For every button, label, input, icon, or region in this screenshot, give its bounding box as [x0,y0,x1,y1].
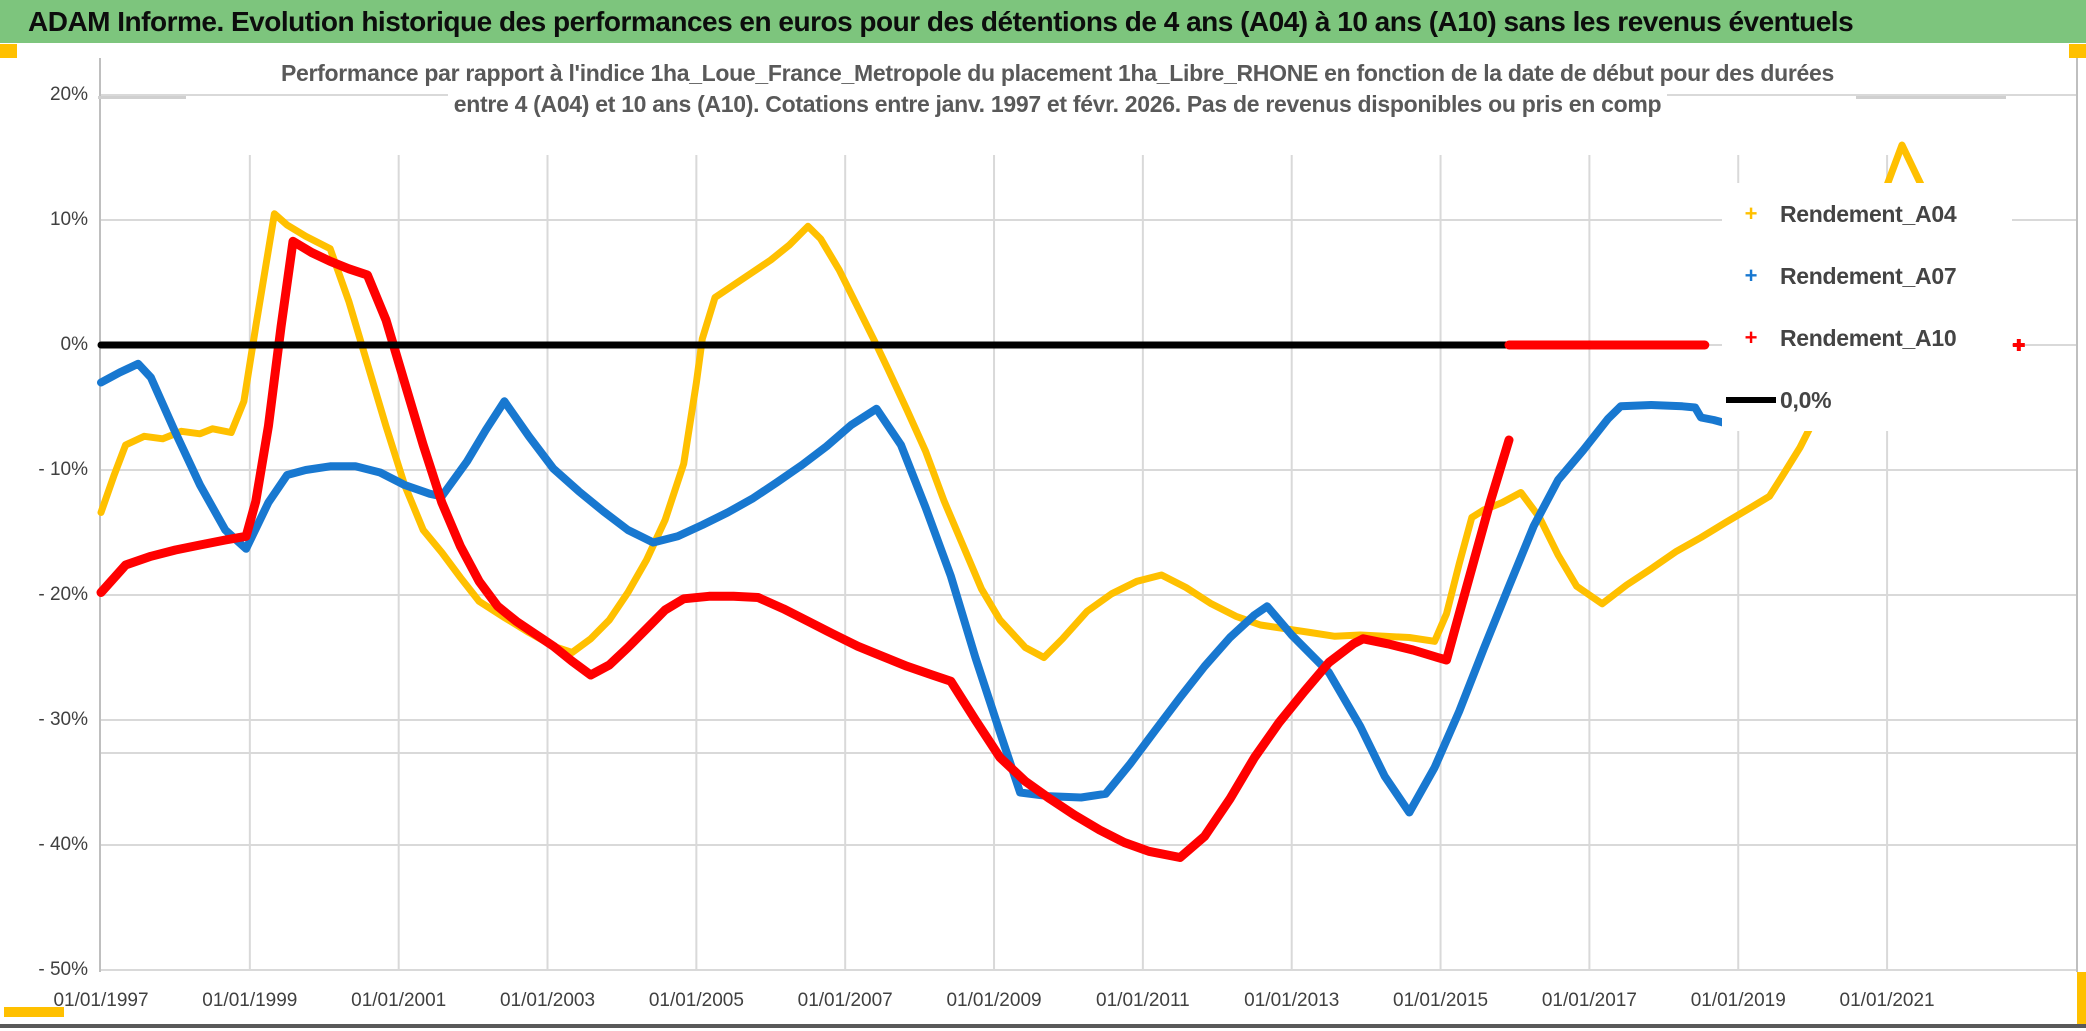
y-tick-label: - 30% [38,709,88,730]
title-bar: ADAM Informe. Evolution historique des p… [0,0,2086,43]
subtitle-leader-line-left [98,96,186,99]
series-rendement_a04 [97,210,1817,661]
page-title: ADAM Informe. Evolution historique des p… [28,5,1854,37]
legend-line-swatch-icon [1726,397,1776,403]
x-tick-label: 01/01/2015 [1393,990,1489,1011]
chart-title-line-1: Performance par rapport à l'indice 1ha_L… [100,58,2015,89]
legend-label: Rendement_A07 [1780,262,1957,289]
x-tick-label: 01/01/2009 [946,990,1042,1011]
y-tick-label: - 20% [38,584,88,605]
x-tick-label: 01/01/2017 [1541,990,1637,1011]
legend-item-a07: + Rendement_A07 [1722,245,2012,307]
chart-title: Performance par rapport à l'indice 1ha_L… [100,58,2015,120]
legend-item-zero: 0,0% [1722,369,2012,431]
y-tick-label: - 10% [38,459,88,480]
y-tick-label: - 50% [38,959,88,980]
corner-tab-bottom-left [4,1007,64,1017]
legend-plus-marker-icon: + [1744,263,1758,288]
subtitle-leader-line-right [1856,96,2006,99]
x-tick-label: 01/01/2013 [1244,990,1340,1011]
x-tick-label: 01/01/1997 [53,990,149,1011]
corner-tab-bottom-right [2077,972,2086,1025]
chart-title-line-2: entre 4 (A04) et 10 ans (A10). Cotations… [100,89,2015,120]
x-tick-label: 01/01/2011 [1096,990,1190,1011]
legend-label: Rendement_A10 [1780,324,1957,351]
series-rendement_a10 [96,236,1514,862]
legend-item-a04: + Rendement_A04 [1722,183,2012,245]
x-tick-label: 01/01/2005 [648,990,744,1011]
legend-plus-marker-icon: + [1744,325,1758,350]
x-tick-label: 01/01/2019 [1690,990,1786,1011]
legend-plus-marker-icon: + [1744,201,1758,226]
legend-label: Rendement_A04 [1780,200,1957,227]
legend-label: 0,0% [1780,386,1832,413]
x-tick-label: 01/01/1999 [202,990,298,1011]
x-tick-label: 01/01/2003 [499,990,596,1011]
x-tick-label: 01/01/2001 [351,990,447,1011]
chart-legend: + Rendement_A04 + Rendement_A07 + Rendement_A… [1722,183,2012,431]
y-tick-label: - 40% [38,834,88,855]
y-tick-label: 20% [49,84,88,105]
series-rendement_a04_isolated_peak [1883,141,1925,189]
corner-tab-top-left [0,44,17,58]
x-tick-label: 01/01/2007 [797,990,893,1011]
bottom-border-line [0,1024,2086,1028]
series-rendement_a07 [97,359,1737,817]
x-tick-label: 01/01/2021 [1839,990,1935,1011]
legend-item-a10: + Rendement_A10 [1722,307,2012,369]
y-tick-label: 0% [60,334,88,355]
y-tick-label: 10% [49,209,88,230]
corner-tab-top-right [2069,44,2086,58]
